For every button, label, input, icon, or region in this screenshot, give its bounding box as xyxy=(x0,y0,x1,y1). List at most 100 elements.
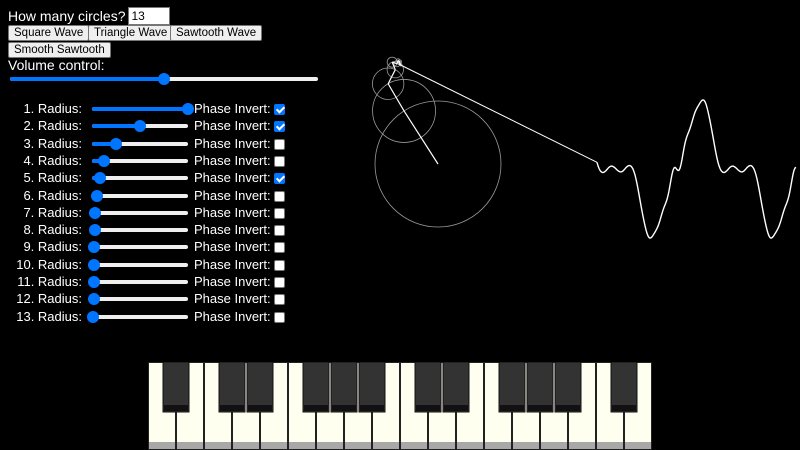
radius-track xyxy=(92,297,188,301)
black-key xyxy=(610,362,638,413)
square-wave-button[interactable]: Square Wave xyxy=(8,25,90,41)
phase-invert-checkbox-10[interactable] xyxy=(274,260,285,271)
white-key-edge xyxy=(289,442,315,449)
black-key-edge xyxy=(416,405,440,411)
black-key xyxy=(498,362,526,413)
white-key-edge xyxy=(513,442,539,449)
radius-thumb[interactable] xyxy=(87,241,100,253)
phase-invert-checkbox-9[interactable] xyxy=(274,242,285,253)
radius-label-10: 10. Radius: xyxy=(16,257,82,272)
radius-slider-13[interactable] xyxy=(86,310,188,324)
radius-track xyxy=(92,194,188,198)
radius-slider-12[interactable] xyxy=(87,292,188,306)
radius-thumb[interactable] xyxy=(90,190,103,202)
radius-slider-10[interactable] xyxy=(87,258,188,272)
volume-slider[interactable] xyxy=(10,72,318,86)
radius-slider-9[interactable] xyxy=(87,240,188,254)
radius-slider-6[interactable] xyxy=(90,189,188,203)
phase-invert-checkbox-2[interactable] xyxy=(274,121,285,132)
triangle-wave-button[interactable]: Triangle Wave xyxy=(88,25,174,41)
radius-label-9: 9. Radius: xyxy=(23,239,82,254)
white-key-edge xyxy=(597,442,623,449)
radius-slider-7[interactable] xyxy=(88,206,188,220)
volume-label: Volume control: xyxy=(8,57,105,73)
phase-invert-checkbox-1[interactable] xyxy=(274,104,285,115)
radius-track xyxy=(92,142,188,146)
radius-slider-8[interactable] xyxy=(88,223,188,237)
phase-invert-label-7: Phase Invert: xyxy=(194,205,271,220)
epicycle-circle xyxy=(374,100,502,228)
smooth-sawtooth-button[interactable]: Smooth Sawtooth xyxy=(8,42,111,58)
black-key-edge xyxy=(444,405,468,411)
radius-fill xyxy=(92,142,116,146)
phase-invert-label-3: Phase Invert: xyxy=(194,136,271,151)
white-key-edge xyxy=(317,442,343,449)
white-key-edge xyxy=(233,442,259,449)
radius-label-3: 3. Radius: xyxy=(23,136,82,151)
phase-invert-checkbox-3[interactable] xyxy=(274,139,285,150)
fourier-visualization xyxy=(371,56,797,239)
white-key-edge xyxy=(429,442,455,449)
radius-thumb[interactable] xyxy=(98,155,111,167)
black-key-edge xyxy=(248,405,272,411)
radius-slider-4[interactable] xyxy=(92,154,188,168)
radius-slider-3[interactable] xyxy=(92,137,188,151)
black-key xyxy=(302,362,330,413)
radius-track xyxy=(92,228,188,232)
white-key-edge xyxy=(457,442,483,449)
white-key-edge xyxy=(625,442,651,449)
phase-invert-label-6: Phase Invert: xyxy=(194,188,271,203)
black-key-edge xyxy=(556,405,580,411)
radius-track xyxy=(92,245,188,249)
radius-fill xyxy=(92,124,140,128)
piano-keyboard xyxy=(148,362,652,450)
phase-invert-checkbox-8[interactable] xyxy=(274,225,285,236)
phase-invert-checkbox-6[interactable] xyxy=(274,191,285,202)
phase-invert-checkbox-5[interactable] xyxy=(274,173,285,184)
radius-slider-11[interactable] xyxy=(87,275,188,289)
radius-thumb[interactable] xyxy=(87,259,100,271)
black-key-edge xyxy=(304,405,328,411)
white-key-edge xyxy=(177,442,203,449)
black-key xyxy=(218,362,246,413)
phase-invert-checkbox-11[interactable] xyxy=(274,277,285,288)
radius-thumb[interactable] xyxy=(88,207,101,219)
white-key-edge xyxy=(541,442,567,449)
phase-invert-checkbox-13[interactable] xyxy=(274,312,285,323)
radius-thumb[interactable] xyxy=(86,311,99,323)
phase-invert-label-2: Phase Invert: xyxy=(194,118,271,133)
radius-track xyxy=(92,315,188,319)
radius-thumb[interactable] xyxy=(93,172,106,184)
phase-invert-label-8: Phase Invert: xyxy=(194,222,271,237)
circle-count-row: How many circles? xyxy=(8,7,171,25)
radius-thumb[interactable] xyxy=(88,224,101,236)
phase-invert-label-12: Phase Invert: xyxy=(194,291,271,306)
radius-slider-5[interactable] xyxy=(92,171,188,185)
phase-invert-checkbox-7[interactable] xyxy=(274,208,285,219)
white-key-edge xyxy=(205,442,231,449)
black-key-edge xyxy=(500,405,524,411)
phase-invert-label-11: Phase Invert: xyxy=(194,274,271,289)
radius-slider-2[interactable] xyxy=(92,119,188,133)
phase-invert-checkbox-12[interactable] xyxy=(274,294,285,305)
volume-thumb[interactable] xyxy=(158,73,170,85)
radius-track xyxy=(92,176,188,180)
radius-label-6: 6. Radius: xyxy=(23,188,82,203)
sawtooth-wave-button[interactable]: Sawtooth Wave xyxy=(170,25,263,41)
radius-thumb[interactable] xyxy=(87,293,100,305)
radius-track xyxy=(92,263,188,267)
epicycle-circle xyxy=(371,67,405,100)
radius-slider-1[interactable] xyxy=(92,102,194,116)
black-key-edge xyxy=(164,405,188,411)
radius-thumb[interactable] xyxy=(182,103,194,115)
radius-thumb[interactable] xyxy=(110,138,122,150)
radius-thumb[interactable] xyxy=(134,120,146,132)
phase-invert-label-13: Phase Invert: xyxy=(194,309,271,324)
radius-fill xyxy=(92,107,188,111)
radius-thumb[interactable] xyxy=(87,276,100,288)
epicycle-arms xyxy=(387,60,439,165)
phase-invert-checkbox-4[interactable] xyxy=(274,156,285,167)
radius-label-4: 4. Radius: xyxy=(23,153,82,168)
black-key xyxy=(358,362,386,413)
circle-count-input[interactable] xyxy=(128,7,171,25)
